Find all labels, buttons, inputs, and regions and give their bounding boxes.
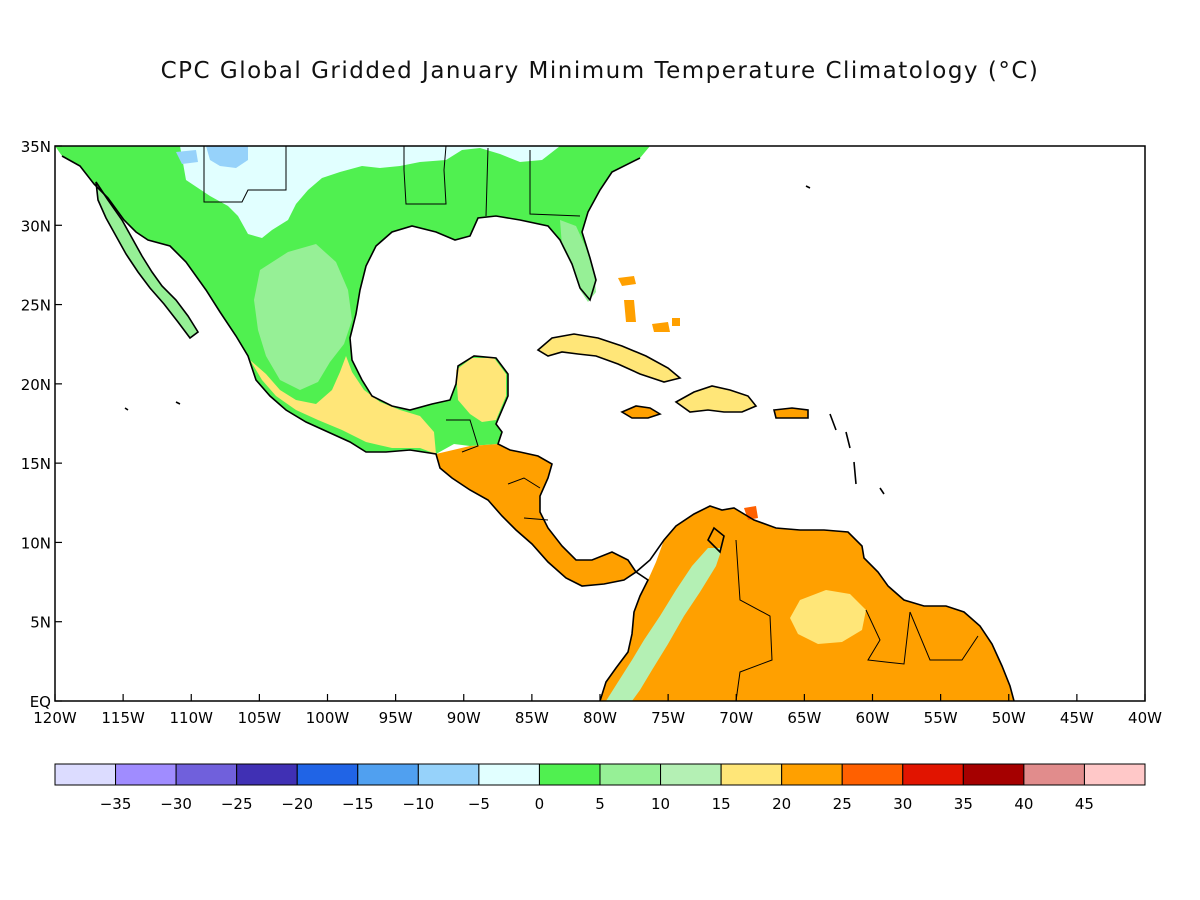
y-tick-label: 10N xyxy=(21,534,51,552)
colorbar-swatch xyxy=(1083,763,1146,786)
colorbar-label: 40 xyxy=(1014,795,1033,813)
colorbar-swatch xyxy=(175,763,238,786)
y-tick-label: 15N xyxy=(21,455,51,473)
land-cold-us xyxy=(180,146,560,238)
coastlines xyxy=(61,155,1015,701)
y-axis: EQ 5N 10N 15N 20N 25N 30N 35N xyxy=(21,138,62,711)
land-cuba xyxy=(538,334,680,382)
y-tick-label: EQ xyxy=(30,693,51,711)
land-florida xyxy=(560,220,596,302)
x-tick-label: 55W xyxy=(924,709,958,727)
colorbar-swatch xyxy=(841,763,904,786)
colorbar-swatch xyxy=(720,763,783,786)
colorbar-swatch xyxy=(599,763,662,786)
x-tick-label: 40W xyxy=(1128,709,1162,727)
x-tick-label: 110W xyxy=(170,709,214,727)
land-puerto-rico xyxy=(774,408,808,418)
land-very-cold xyxy=(176,146,248,168)
x-tick-label: 50W xyxy=(992,709,1026,727)
x-tick-label: 115W xyxy=(101,709,145,727)
x-tick-label: 80W xyxy=(583,709,617,727)
colorbar-swatch xyxy=(1023,763,1085,786)
x-tick-label: 60W xyxy=(856,709,890,727)
colorbar-label: −25 xyxy=(221,795,253,813)
land-guiana-highlands xyxy=(790,590,866,644)
colorbar-swatch xyxy=(538,763,601,786)
x-tick-label: 45W xyxy=(1060,709,1094,727)
colorbar-swatch xyxy=(357,763,419,786)
colorbar-swatch xyxy=(115,763,177,786)
colorbar-label: 0 xyxy=(535,795,545,813)
x-tick-label: 70W xyxy=(719,709,753,727)
land-mexico-coast xyxy=(250,356,436,454)
colorbar-label: 45 xyxy=(1075,795,1094,813)
x-tick-label: 75W xyxy=(651,709,685,727)
colorbar-label: −30 xyxy=(160,795,192,813)
land-bahamas xyxy=(618,276,680,332)
y-tick-label: 5N xyxy=(30,614,51,632)
land-baja-california xyxy=(96,182,198,338)
colorbar-label: 30 xyxy=(893,795,912,813)
colorbar-label: 15 xyxy=(712,795,731,813)
land-hispaniola xyxy=(676,386,756,412)
colorbar-swatch xyxy=(902,763,964,786)
colorbar-swatch xyxy=(54,763,117,786)
colorbar-label: 5 xyxy=(595,795,605,813)
x-tick-label: 95W xyxy=(379,709,413,727)
colorbar-swatch xyxy=(478,763,540,786)
map-title: CPC Global Gridded January Minimum Tempe… xyxy=(160,58,1040,84)
y-tick-label: 35N xyxy=(21,138,51,156)
colorbar-swatch xyxy=(660,763,722,786)
colorbar: −35 −30 −25 −20 −15 −10 −5 0 5 10 15 20 25 30 35 40 45 xyxy=(54,763,1146,813)
x-tick-label: 65W xyxy=(787,709,821,727)
colorbar-swatch xyxy=(781,763,843,786)
colorbar-label: −15 xyxy=(342,795,374,813)
x-tick-label: 90W xyxy=(447,709,481,727)
land-central-america xyxy=(436,444,636,586)
colorbar-label: 10 xyxy=(651,795,670,813)
x-tick-label: 85W xyxy=(515,709,549,727)
y-tick-label: 30N xyxy=(21,217,51,235)
land-mexico-plateau xyxy=(254,244,352,390)
colorbar-swatch xyxy=(296,763,359,786)
colorbar-swatch xyxy=(417,763,480,786)
temperature-field xyxy=(55,146,1014,701)
y-tick-label: 20N xyxy=(21,376,51,394)
colorbar-swatch xyxy=(236,763,298,786)
colorbar-label: 25 xyxy=(833,795,852,813)
colorbar-label: −5 xyxy=(468,795,490,813)
colorbar-label: −20 xyxy=(281,795,313,813)
land-yucatan xyxy=(456,358,506,422)
colorbar-label: 20 xyxy=(772,795,791,813)
x-tick-label: 105W xyxy=(238,709,282,727)
country-borders xyxy=(203,146,979,701)
colorbar-label: −10 xyxy=(403,795,435,813)
colorbar-label: 35 xyxy=(954,795,973,813)
x-tick-label: 120W xyxy=(33,709,77,727)
colorbar-swatch xyxy=(962,763,1025,786)
x-axis: 120W 115W 110W 105W 100W 95W 90W 85W 80W 75W 70W 65… xyxy=(33,694,1162,727)
land-andes xyxy=(606,548,722,701)
y-tick-label: 25N xyxy=(21,297,51,315)
x-tick-label: 100W xyxy=(306,709,350,727)
colorbar-label: −35 xyxy=(100,795,132,813)
